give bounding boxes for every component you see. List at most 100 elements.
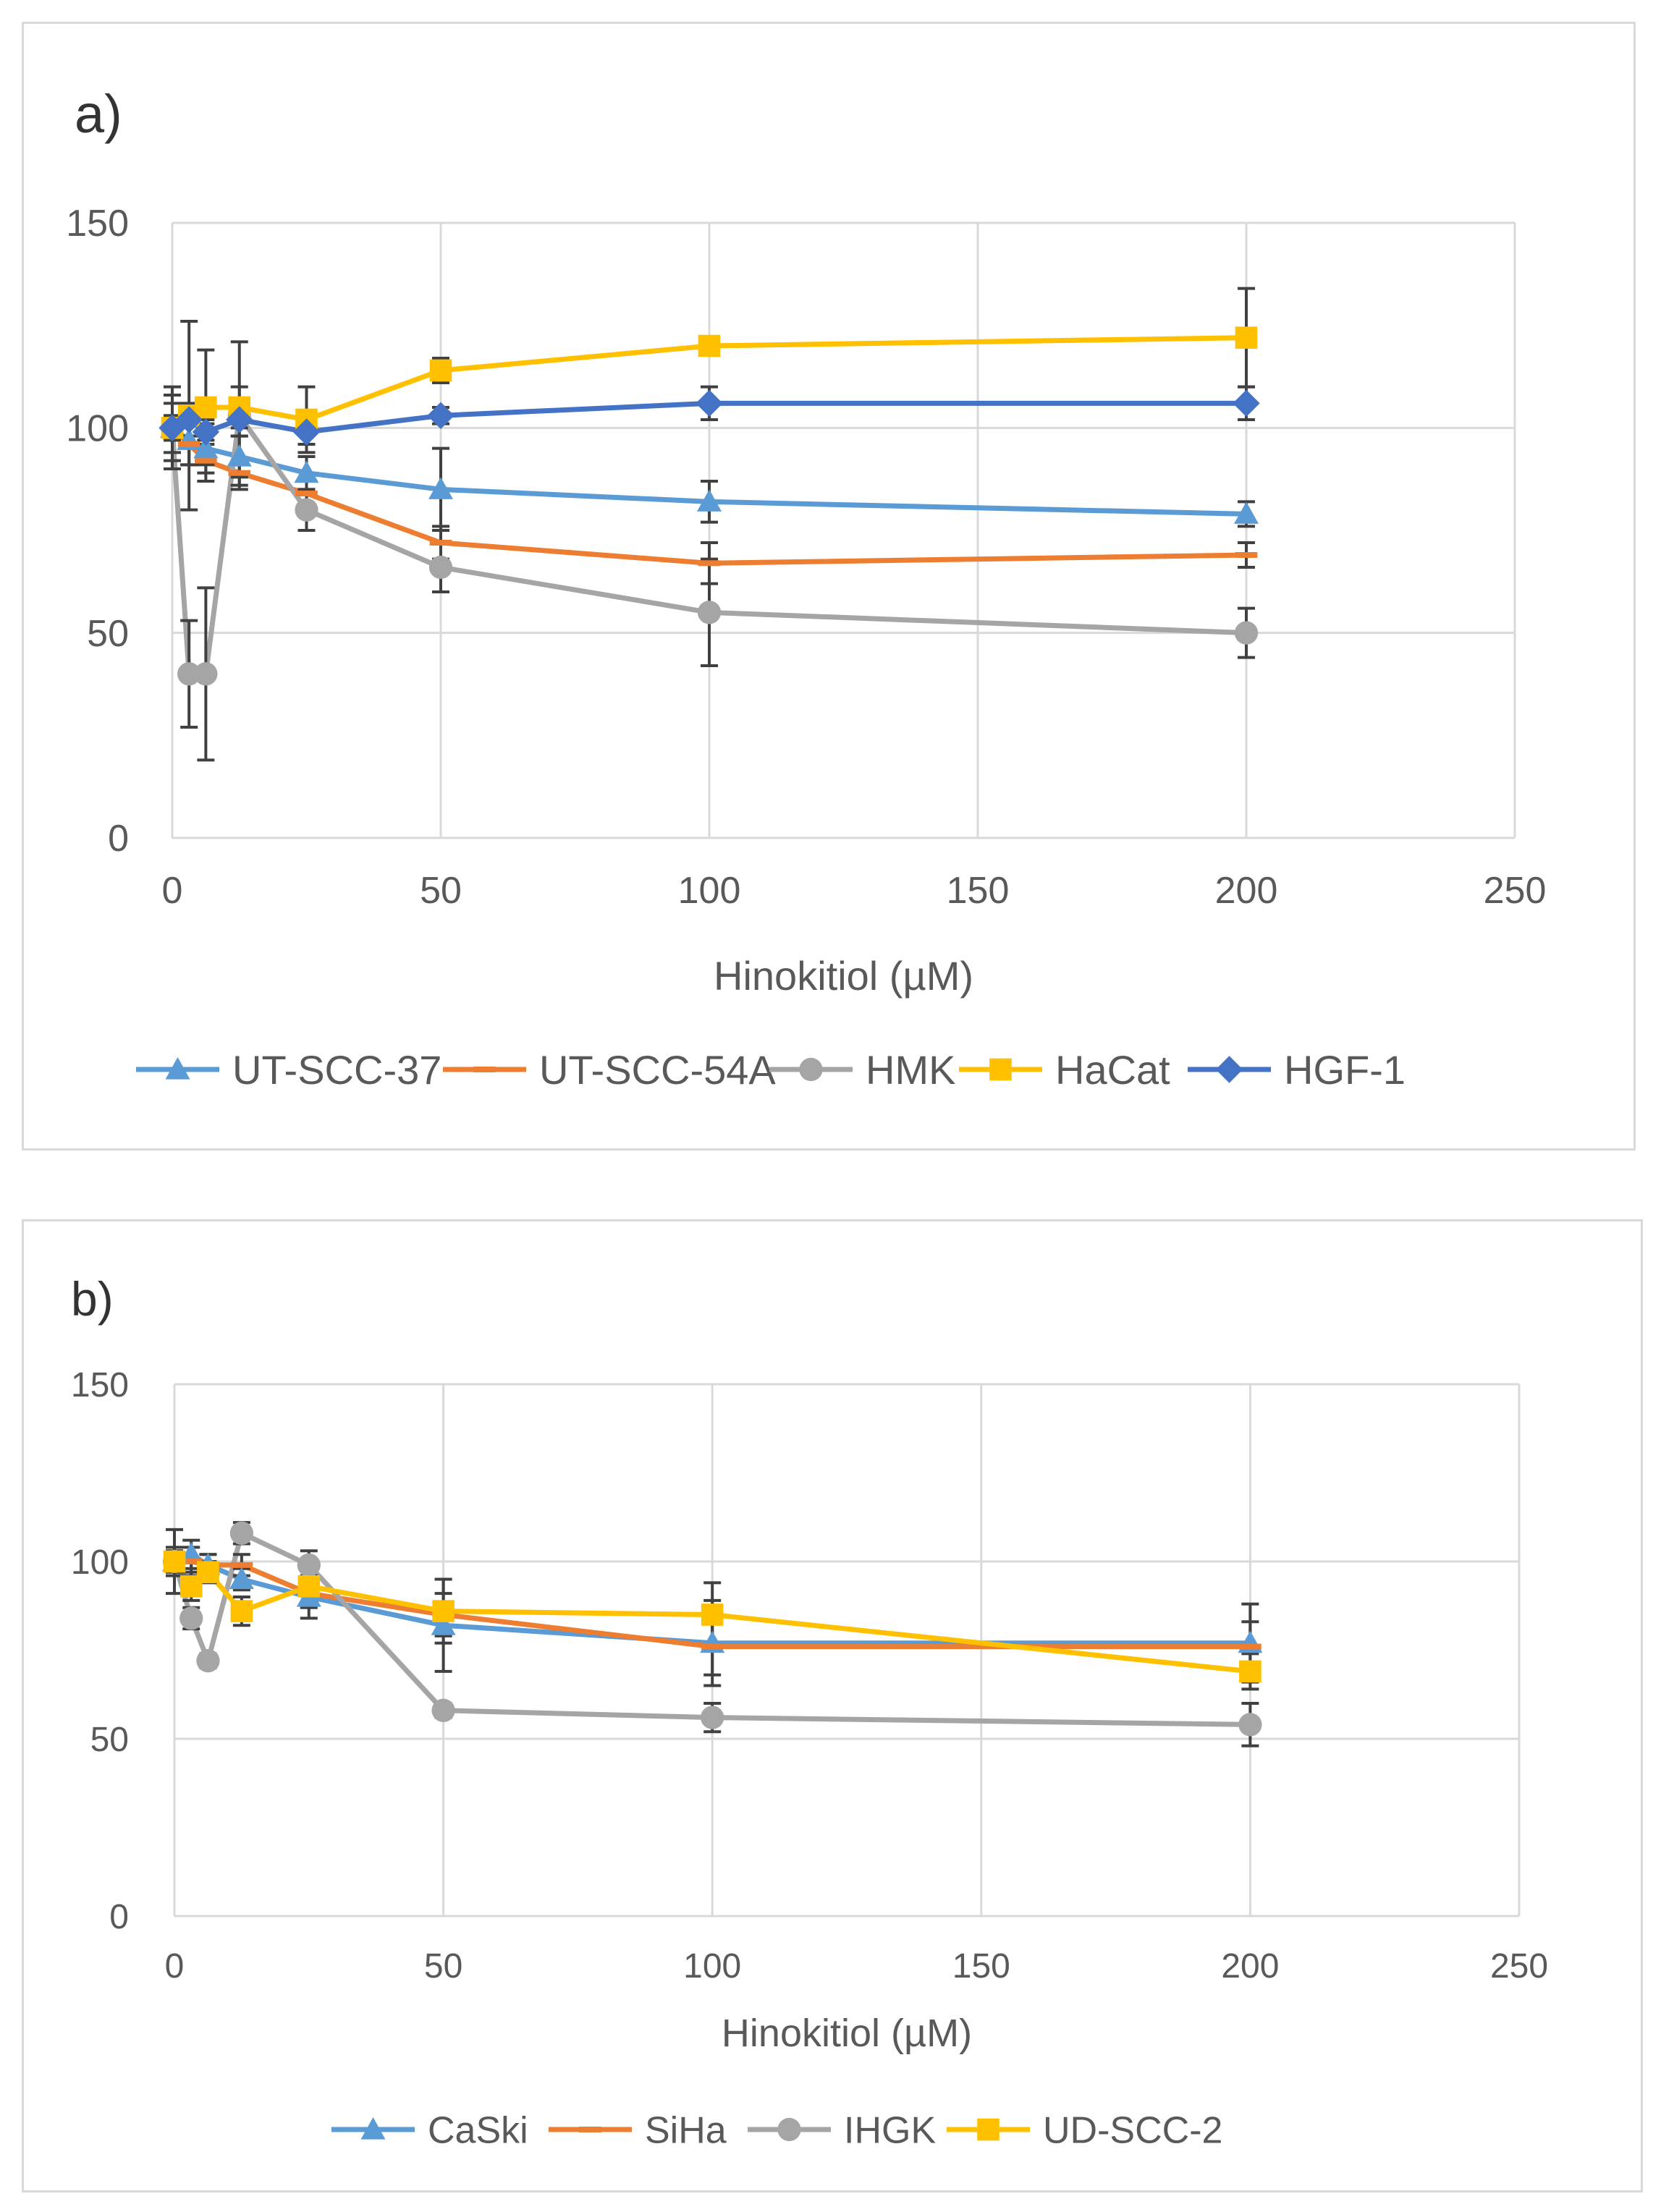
- data-point: [294, 460, 319, 483]
- data-point: [177, 662, 201, 686]
- x-tick-label: 0: [165, 1947, 185, 1986]
- data-point: [297, 1553, 321, 1577]
- data-point: [701, 1705, 724, 1729]
- x-tick-label: 150: [952, 1947, 1010, 1986]
- data-point: [1235, 552, 1258, 558]
- y-tick-label: 0: [109, 1898, 129, 1936]
- legend-item: IHGK: [748, 2110, 936, 2152]
- data-point: [177, 441, 200, 447]
- data-point: [297, 1575, 321, 1598]
- legend: UT-SCC-37 UT-SCC-54A HMK HaCat HGF-1: [136, 1047, 1406, 1093]
- legend-label: IHGK: [844, 2110, 936, 2152]
- data-point: [1233, 389, 1260, 418]
- legend-label: UT-SCC-54A: [539, 1047, 776, 1093]
- x-axis-title: Hinokitiol (µM): [722, 2012, 972, 2055]
- y-tick-label: 50: [90, 1721, 129, 1759]
- chart-panel-b: b) 0 50 100 150 0 50 100 150 200 250 Hinokitiol (µM…: [22, 1219, 1643, 2192]
- x-tick-label: 150: [947, 870, 1010, 912]
- data-point: [429, 359, 452, 382]
- data-point: [428, 477, 453, 499]
- data-point: [1238, 1713, 1262, 1737]
- chart-panel-a: a) 0 50 100 150 0 50 100 150 200 250 Hinokitiol (µM…: [22, 22, 1636, 1151]
- data-point: [1235, 326, 1258, 349]
- data-point: [701, 1643, 724, 1650]
- x-tick-label: 250: [1484, 870, 1547, 912]
- legend-item: UD-SCC-2: [947, 2110, 1222, 2152]
- data-point: [194, 662, 218, 686]
- data-point: [1239, 1643, 1261, 1650]
- data-point: [1234, 621, 1259, 645]
- y-tick-label: 150: [71, 1366, 129, 1404]
- data-point: [229, 1567, 254, 1590]
- legend-marker: [165, 1057, 190, 1080]
- legend-marker: [579, 2127, 601, 2132]
- y-tick-label: 100: [66, 408, 129, 450]
- legend-item: HGF-1: [1188, 1047, 1406, 1093]
- data-point: [192, 418, 220, 446]
- y-tick-label: 50: [87, 613, 129, 655]
- x-tick-label: 200: [1221, 1947, 1279, 1986]
- legend-label: SiHa: [645, 2110, 727, 2152]
- data-point: [698, 560, 721, 567]
- data-point: [429, 540, 452, 546]
- legend-marker: [777, 2117, 801, 2142]
- y-tick-label: 100: [71, 1543, 129, 1582]
- data-point: [195, 396, 217, 419]
- data-point: [159, 414, 186, 442]
- data-point: [226, 406, 253, 433]
- data-point: [427, 402, 455, 430]
- panel-label: b): [71, 1272, 114, 1326]
- legend-item: CaSki: [331, 2110, 528, 2152]
- markers-ut-scc-37: [160, 415, 1259, 524]
- markers-ud-scc-2: [163, 1550, 1261, 1683]
- data-point: [431, 1613, 456, 1635]
- legend-label: HaCat: [1055, 1047, 1170, 1093]
- data-point: [229, 1521, 254, 1545]
- markers-ihgk: [162, 1521, 1262, 1737]
- x-tick-label: 50: [424, 1947, 462, 1986]
- panel-label: a): [75, 84, 122, 144]
- data-point: [431, 1698, 455, 1722]
- data-point: [195, 457, 217, 464]
- data-point: [1234, 501, 1259, 524]
- data-point: [428, 555, 453, 580]
- legend-item: SiHa: [549, 2110, 727, 2152]
- data-point: [179, 1559, 203, 1564]
- legend-item: UT-SCC-37: [136, 1047, 441, 1093]
- legend: CaSki SiHa IHGK UD-SCC-2: [331, 2110, 1222, 2152]
- data-point: [292, 418, 321, 446]
- data-point: [230, 1600, 253, 1622]
- legend-label: CaSki: [428, 2110, 528, 2152]
- chart-a-svg: a) 0 50 100 150 0 50 100 150 200 250 Hinokitiol (µM…: [66, 84, 1547, 1093]
- data-point: [193, 436, 219, 459]
- legend-label: HGF-1: [1284, 1047, 1406, 1093]
- data-point: [230, 1561, 253, 1568]
- data-point: [432, 1600, 455, 1622]
- data-point: [697, 489, 722, 512]
- data-point: [697, 601, 722, 624]
- legend-marker: [989, 1058, 1012, 1081]
- data-point: [1239, 1660, 1261, 1683]
- legend-label: HMK: [866, 1047, 955, 1093]
- markers-hgf-1: [159, 389, 1260, 446]
- legend-marker: [799, 1057, 823, 1082]
- x-tick-label: 50: [420, 870, 462, 912]
- gridlines: [171, 221, 1516, 839]
- data-point: [295, 498, 318, 522]
- data-point: [179, 1606, 203, 1630]
- legend-label: UD-SCC-2: [1043, 2110, 1222, 2152]
- x-tick-label: 100: [678, 870, 741, 912]
- y-tick-label: 150: [66, 203, 129, 245]
- x-tick-label: 0: [162, 870, 183, 912]
- x-tick-label: 200: [1215, 870, 1278, 912]
- x-tick-label: 100: [683, 1947, 741, 1986]
- gridlines: [173, 1383, 1521, 1918]
- legend-marker: [1215, 1056, 1243, 1083]
- x-axis-title: Hinokitiol (µM): [714, 953, 973, 999]
- legend-label: UT-SCC-37: [232, 1047, 441, 1093]
- data-point: [163, 1550, 186, 1573]
- y-tick-label: 0: [108, 818, 129, 860]
- data-point: [295, 491, 318, 496]
- data-point: [698, 334, 721, 357]
- legend-item: HaCat: [959, 1047, 1170, 1093]
